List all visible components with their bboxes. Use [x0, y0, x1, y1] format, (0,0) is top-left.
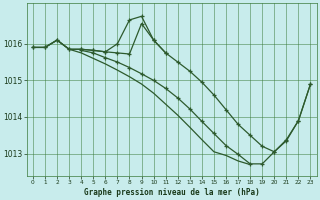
X-axis label: Graphe pression niveau de la mer (hPa): Graphe pression niveau de la mer (hPa) [84, 188, 260, 197]
